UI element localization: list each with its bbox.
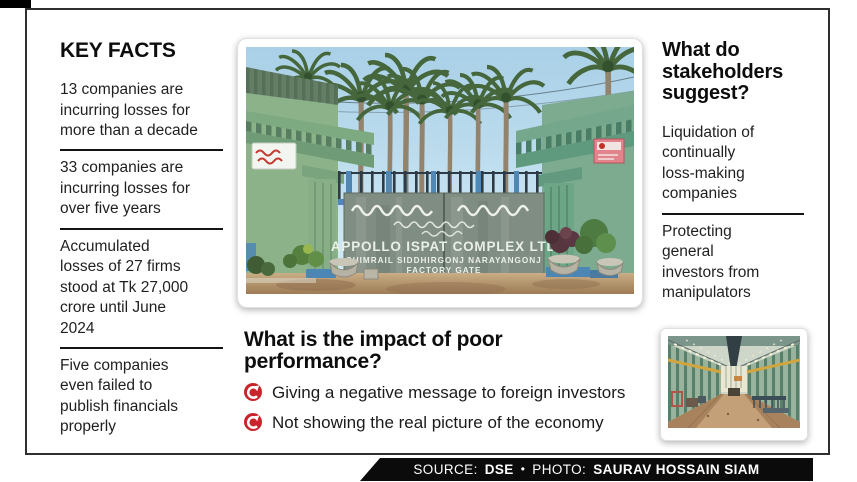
- source-bar: SOURCE: DSE • PHOTO: SAURAV HOSSAIN SIAM: [360, 458, 813, 481]
- stakeholders-item: Liquidation of continually loss-making c…: [662, 116, 804, 215]
- small-photo-frame: [660, 328, 808, 441]
- impact-title: What is the impact of poor performance?: [244, 328, 503, 374]
- impact-item: Not showing the real picture of the econ…: [244, 412, 654, 433]
- key-facts-title: KEY FACTS: [60, 39, 176, 62]
- gate-sign-text-line1: APPOLLO ISPAT COMPLEX LTD: [331, 239, 557, 254]
- factory-gate-photo: APPOLLO ISPAT COMPLEX LTD SHIMRAIL SIDDH…: [245, 47, 634, 296]
- key-facts-item: 13 companies are incurring losses for mo…: [60, 73, 223, 152]
- interior-ceiling: [667, 336, 801, 370]
- circular-arrow-icon: [244, 413, 262, 432]
- corner-tab: [0, 0, 31, 8]
- red-sign: [593, 138, 625, 164]
- main-photo-frame: APPOLLO ISPAT COMPLEX LTD SHIMRAIL SIDDH…: [237, 38, 643, 308]
- factory-interior-photo: [667, 336, 801, 429]
- source-label: SOURCE:: [413, 462, 478, 477]
- photo-value: SAURAV HOSSAIN SIAM: [593, 462, 760, 477]
- circular-arrow-icon: [244, 383, 262, 402]
- impact-item-text: Not showing the real picture of the econ…: [272, 413, 604, 433]
- right-gate-pillar: [516, 91, 634, 279]
- side-sign: [251, 142, 297, 170]
- stakeholders-title: What do stakeholders suggest?: [662, 39, 783, 105]
- photo-label: PHOTO:: [532, 462, 587, 477]
- key-facts-item: 33 companies are incurring losses for ov…: [60, 151, 223, 230]
- gate-sign-text-line2: SHIMRAIL SIDDHIRGONJ NARAYANGONJ: [346, 256, 541, 265]
- gate-sign-bengali-strokes: [350, 204, 530, 237]
- source-value: DSE: [484, 462, 514, 477]
- impact-section: What is the impact of poor performance? …: [244, 328, 654, 443]
- gate-sign-text-line3: FACTORY GATE: [407, 266, 482, 275]
- separator-dot: •: [520, 461, 526, 476]
- stakeholders-item: Protecting general investors from manipu…: [662, 222, 760, 301]
- impact-item-text: Giving a negative message to foreign inv…: [272, 383, 626, 403]
- gate-panels: APPOLLO ISPAT COMPLEX LTD SHIMRAIL SIDDH…: [331, 192, 557, 282]
- impact-item: Giving a negative message to foreign inv…: [244, 382, 654, 403]
- key-facts-section: KEY FACTS 13 companies are incurring los…: [60, 39, 223, 446]
- plants: [247, 219, 616, 276]
- left-gate-pillar: [246, 67, 374, 279]
- gate-sign-text: APPOLLO ISPAT COMPLEX LTD SHIMRAIL SIDDH…: [331, 239, 557, 275]
- key-facts-item: Accumulated losses of 27 firms stood at …: [60, 230, 223, 350]
- stakeholders-section: What do stakeholders suggest? Liquidatio…: [662, 39, 804, 311]
- key-facts-item: Five companies even failed to publish fi…: [60, 357, 179, 436]
- interior-machinery: [671, 376, 789, 422]
- frame-border: [25, 8, 830, 455]
- planter-urns: [329, 254, 624, 280]
